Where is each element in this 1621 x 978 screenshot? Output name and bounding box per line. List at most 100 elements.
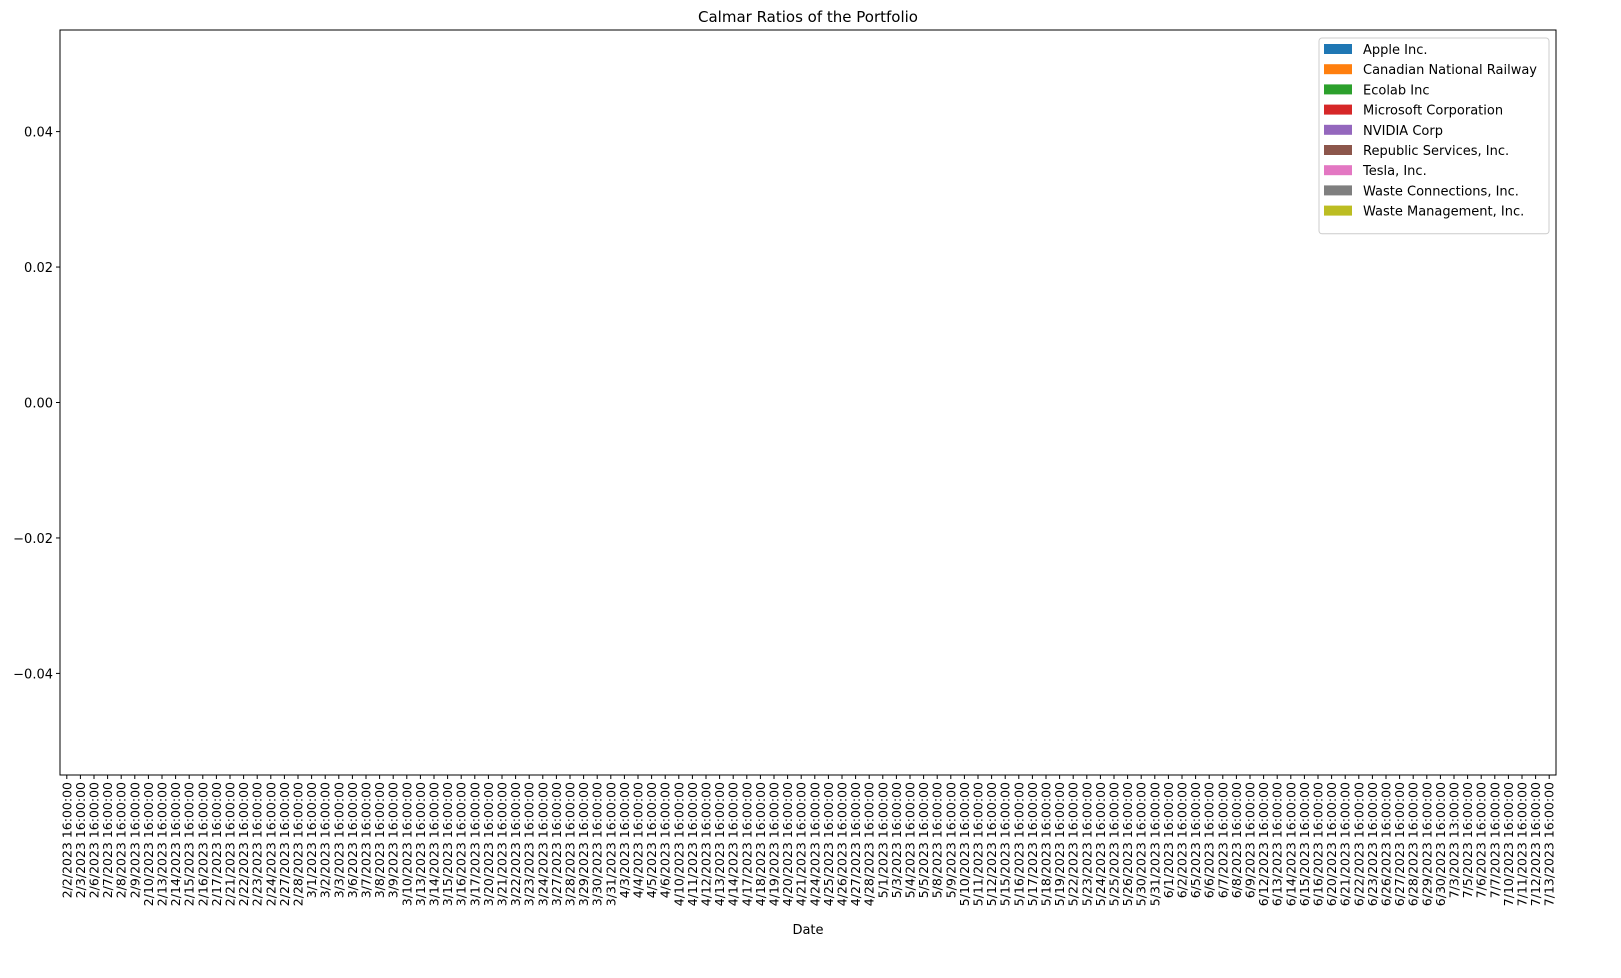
x-tick-label: 3/16/2023 16:00:00 [454, 782, 469, 906]
legend-box [1318, 37, 1550, 235]
x-tick-label: 4/21/2023 16:00:00 [794, 782, 809, 906]
x-tick-label: 3/17/2023 16:00:00 [467, 782, 482, 906]
x-tick-label: 5/25/2023 16:00:00 [1107, 782, 1122, 906]
x-tick-label: 4/10/2023 16:00:00 [671, 782, 686, 906]
x-tick-label: 4/18/2023 16:00:00 [753, 782, 768, 906]
x-tick-label: 6/23/2023 16:00:00 [1365, 782, 1380, 906]
legend-swatch [1324, 185, 1352, 196]
x-tick-label: 4/14/2023 16:00:00 [726, 782, 741, 906]
x-tick-label: 6/9/2023 16:00:00 [1243, 782, 1258, 898]
x-tick-label: 7/10/2023 16:00:00 [1501, 782, 1516, 906]
x-tick-label: 5/12/2023 16:00:00 [984, 782, 999, 906]
x-tick-label: 5/24/2023 16:00:00 [1093, 782, 1108, 906]
x-tick-label: 6/14/2023 16:00:00 [1283, 782, 1298, 906]
x-tick-label: 3/31/2023 16:00:00 [603, 782, 618, 906]
x-tick-label: 4/25/2023 16:00:00 [821, 782, 836, 906]
legend-label: Waste Management, Inc. [1363, 205, 1524, 220]
x-tick-label: 7/5/2023 16:00:00 [1460, 782, 1475, 898]
x-tick-label: 2/14/2023 16:00:00 [168, 782, 183, 906]
y-tick-label: 0.04 [24, 126, 53, 141]
x-tick-label: 4/11/2023 16:00:00 [685, 782, 700, 906]
legend-label: Ecolab Inc [1363, 83, 1430, 98]
x-tick-label: 3/30/2023 16:00:00 [590, 782, 605, 906]
y-tick-label: 0.00 [24, 397, 53, 412]
x-tick-label: 2/13/2023 16:00:00 [155, 782, 170, 906]
x-tick-label: 5/1/2023 16:00:00 [875, 782, 890, 898]
x-tick-label: 2/6/2023 16:00:00 [87, 782, 102, 898]
x-tick-label: 6/15/2023 16:00:00 [1297, 782, 1312, 906]
x-tick-label: 3/7/2023 16:00:00 [359, 782, 374, 898]
x-tick-label: 5/5/2023 16:00:00 [916, 782, 931, 898]
plot-frame [59, 29, 1557, 776]
x-tick-label: 4/13/2023 16:00:00 [712, 782, 727, 906]
legend-swatch [1324, 64, 1352, 75]
x-tick-label: 5/31/2023 16:00:00 [1147, 782, 1162, 906]
x-tick-label: 6/26/2023 16:00:00 [1379, 782, 1394, 906]
x-tick-label: 3/23/2023 16:00:00 [522, 782, 537, 906]
x-tick-label: 4/17/2023 16:00:00 [739, 782, 754, 906]
legend-label: Tesla, Inc. [1362, 164, 1427, 179]
x-tick-label: 3/1/2023 16:00:00 [304, 782, 319, 898]
legend-swatch [1324, 104, 1352, 115]
x-tick-label: 6/30/2023 16:00:00 [1433, 782, 1448, 906]
y-tick-label: −0.02 [13, 532, 53, 547]
x-tick-label: 4/4/2023 16:00:00 [631, 782, 646, 898]
x-tick-label: 5/15/2023 16:00:00 [998, 782, 1013, 906]
x-tick-label: 6/2/2023 16:00:00 [1175, 782, 1190, 898]
x-tick-label: 4/20/2023 16:00:00 [780, 782, 795, 906]
x-axis-label: Date [792, 923, 823, 938]
x-tick-label: 5/16/2023 16:00:00 [1011, 782, 1026, 906]
x-tick-label: 4/26/2023 16:00:00 [835, 782, 850, 906]
x-tick-label: 7/3/2023 13:00:00 [1447, 782, 1462, 898]
x-tick-label: 7/13/2023 16:00:00 [1542, 782, 1557, 906]
x-tick-label: 5/10/2023 16:00:00 [957, 782, 972, 906]
x-tick-label: 4/5/2023 16:00:00 [644, 782, 659, 898]
x-tick-label: 4/19/2023 16:00:00 [767, 782, 782, 906]
x-tick-label: 2/10/2023 16:00:00 [141, 782, 156, 906]
x-tick-label: 5/9/2023 16:00:00 [943, 782, 958, 898]
legend-swatch [1324, 165, 1352, 176]
x-tick-label: 3/15/2023 16:00:00 [440, 782, 455, 906]
x-tick-label: 3/22/2023 16:00:00 [508, 782, 523, 906]
x-tick-label: 4/3/2023 16:00:00 [617, 782, 632, 898]
x-tick-label: 5/18/2023 16:00:00 [1039, 782, 1054, 906]
x-tick-label: 2/24/2023 16:00:00 [263, 782, 278, 906]
x-tick-label: 6/27/2023 16:00:00 [1392, 782, 1407, 906]
x-tick-label: 2/9/2023 16:00:00 [127, 782, 142, 898]
legend-swatch [1324, 84, 1352, 95]
x-tick-label: 6/20/2023 16:00:00 [1324, 782, 1339, 906]
x-tick-label: 6/29/2023 16:00:00 [1419, 782, 1434, 906]
x-tick-label: 4/12/2023 16:00:00 [699, 782, 714, 906]
x-tick-label: 6/8/2023 16:00:00 [1229, 782, 1244, 898]
x-tick-label: 4/6/2023 16:00:00 [658, 782, 673, 898]
x-tick-label: 3/6/2023 16:00:00 [345, 782, 360, 898]
x-tick-label: 5/26/2023 16:00:00 [1120, 782, 1135, 906]
x-tick-label: 4/24/2023 16:00:00 [807, 782, 822, 906]
x-tick-label: 2/23/2023 16:00:00 [250, 782, 265, 906]
x-tick-label: 3/9/2023 16:00:00 [386, 782, 401, 898]
x-tick-label: 2/8/2023 16:00:00 [114, 782, 129, 898]
x-tick-label: 7/12/2023 16:00:00 [1528, 782, 1543, 906]
x-tick-label: 6/6/2023 16:00:00 [1202, 782, 1217, 898]
x-tick-label: 2/2/2023 16:00:00 [59, 782, 74, 898]
x-tick-label: 3/21/2023 16:00:00 [495, 782, 510, 906]
x-tick-label: 6/12/2023 16:00:00 [1256, 782, 1271, 906]
x-tick-label: 2/21/2023 16:00:00 [223, 782, 238, 906]
x-tick-label: 5/8/2023 16:00:00 [930, 782, 945, 898]
x-tick-label: 3/24/2023 16:00:00 [535, 782, 550, 906]
x-tick-label: 2/15/2023 16:00:00 [182, 782, 197, 906]
x-tick-label: 6/21/2023 16:00:00 [1338, 782, 1353, 906]
legend-swatch [1324, 205, 1352, 216]
x-tick-label: 6/13/2023 16:00:00 [1270, 782, 1285, 906]
x-tick-label: 4/28/2023 16:00:00 [862, 782, 877, 906]
x-tick-label: 6/22/2023 16:00:00 [1351, 782, 1366, 906]
legend-label: Republic Services, Inc. [1363, 144, 1509, 159]
x-tick-label: 7/7/2023 16:00:00 [1487, 782, 1502, 898]
x-tick-label: 5/30/2023 16:00:00 [1134, 782, 1149, 906]
x-tick-label: 6/16/2023 16:00:00 [1311, 782, 1326, 906]
x-tick-label: 2/27/2023 16:00:00 [277, 782, 292, 906]
x-tick-label: 2/7/2023 16:00:00 [100, 782, 115, 898]
legend-label: Canadian National Railway [1363, 63, 1537, 78]
x-tick-label: 5/19/2023 16:00:00 [1052, 782, 1067, 906]
x-tick-label: 2/3/2023 16:00:00 [73, 782, 88, 898]
